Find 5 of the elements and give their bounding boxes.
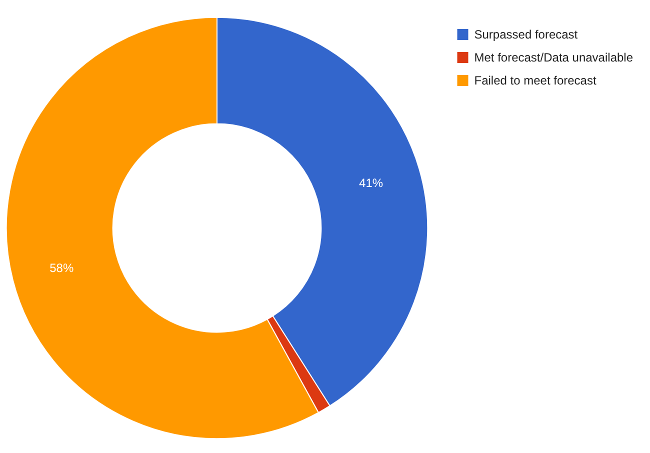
legend-label: Surpassed forecast bbox=[474, 28, 578, 42]
data-label: 58% bbox=[50, 260, 74, 275]
data-label: 41% bbox=[359, 176, 384, 190]
legend-label: Met forecast/Data unavailable bbox=[474, 50, 634, 64]
legend-label: Failed to meet forecast bbox=[474, 74, 597, 88]
